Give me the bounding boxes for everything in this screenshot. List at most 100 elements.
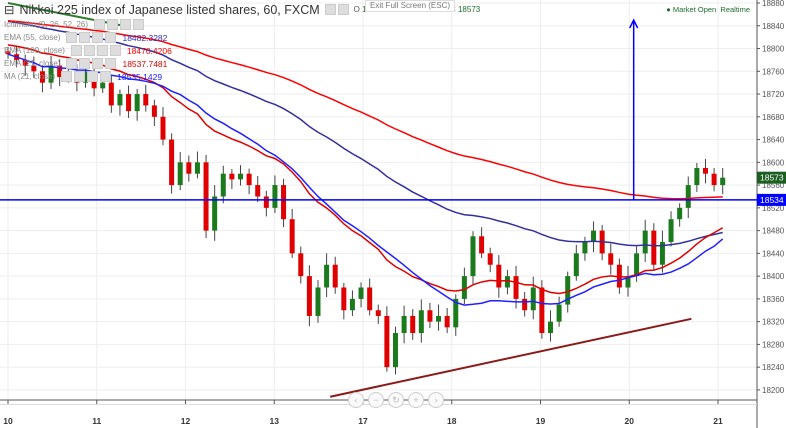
indicator-value: 18482.3282: [122, 32, 168, 43]
x-tick-label: 17: [358, 416, 368, 426]
candle-body: [711, 173, 717, 186]
candle-body: [522, 298, 528, 311]
candle-body: [194, 162, 200, 174]
scroll-right-button[interactable]: ›: [428, 392, 444, 408]
candle-body: [160, 116, 166, 140]
candle-body: [444, 315, 450, 328]
indicator-row[interactable]: Ichimoku (9, 26, 52, 26): [4, 19, 480, 30]
zoom-out-button[interactable]: −: [368, 392, 384, 408]
candle-body: [82, 71, 88, 83]
indicator-value: 18470.4206: [126, 45, 172, 56]
y-tick-label: 18360: [762, 295, 785, 304]
y-tick-label: 18520: [762, 204, 785, 213]
candle-body: [5, 51, 11, 55]
indicator-row[interactable]: MA (21, close) 18535.1429: [4, 71, 480, 82]
candle-body: [591, 230, 597, 242]
y-tick-label: 18400: [762, 272, 785, 281]
collapse-icon[interactable]: ⊟: [4, 3, 15, 17]
scroll-left-button[interactable]: ‹: [348, 392, 364, 408]
indicator-buttons[interactable]: [94, 19, 145, 30]
y-tick-label: 18880: [762, 0, 785, 8]
candle-body: [453, 298, 459, 328]
candle-body: [539, 287, 545, 334]
indicator-buttons[interactable]: [66, 32, 117, 43]
candle-body: [410, 315, 416, 334]
chart-navigation: ‹ − ↻ + ›: [348, 392, 444, 408]
indicator-value: 18537.7481: [122, 58, 168, 69]
candle-body: [582, 241, 588, 254]
level-price-label-bg: [757, 193, 786, 206]
candle-body: [332, 264, 338, 288]
candle-body: [677, 207, 683, 220]
candle-body: [496, 264, 502, 288]
candle-body: [401, 315, 407, 334]
candle-body: [212, 196, 218, 231]
ema-100-line: [7, 19, 723, 200]
y-tick-label: 18800: [762, 45, 785, 54]
indicator-name: EMA (21, close): [4, 59, 61, 68]
candle-body: [324, 264, 330, 288]
exit-fullscreen-button[interactable]: Exit Full Screen (ESC): [365, 0, 456, 12]
candle-body: [384, 315, 390, 368]
x-tick-label: 20: [625, 416, 635, 426]
candle-body: [281, 185, 287, 220]
y-tick-label: 18840: [762, 22, 785, 31]
candle-body: [349, 298, 355, 311]
candle-body: [117, 94, 123, 106]
y-tick-label: 18560: [762, 181, 785, 190]
indicator-name: EMA (55, close): [4, 33, 61, 42]
indicator-name: MA (21, close): [4, 72, 56, 81]
candle-body: [289, 219, 295, 254]
candle-body: [126, 94, 132, 112]
candle-body: [513, 276, 519, 299]
ema-55-line: [7, 20, 723, 247]
candle-body: [720, 177, 726, 186]
x-tick-label: 18: [447, 416, 457, 426]
candle-body: [427, 310, 433, 322]
candle-body: [220, 173, 226, 197]
candle-body: [186, 162, 192, 174]
candle-body: [306, 276, 312, 316]
candle-body: [436, 315, 442, 322]
indicator-buttons[interactable]: [61, 71, 112, 82]
candle-body: [358, 287, 364, 299]
market-status: ● Market Open Realtime: [666, 5, 750, 14]
indicator-row[interactable]: EMA (21, close) 18537.7481: [4, 58, 480, 69]
candle-body: [634, 253, 640, 277]
y-tick-label: 18680: [762, 113, 785, 122]
candle-body: [642, 230, 648, 254]
candle-body: [31, 65, 37, 72]
candle-body: [461, 276, 467, 299]
candle-body: [616, 264, 622, 288]
x-tick-label: 19: [536, 416, 546, 426]
y-tick-label: 18200: [762, 386, 785, 395]
candle-body: [504, 276, 510, 288]
candle-body: [375, 310, 381, 316]
indicator-name: Ichimoku (9, 26, 52, 26): [4, 20, 89, 29]
reset-button[interactable]: ↻: [388, 392, 404, 408]
candle-body: [108, 82, 114, 106]
candle-body: [608, 253, 614, 265]
candle-body: [487, 253, 493, 265]
series-buttons[interactable]: [324, 4, 349, 15]
y-tick-label: 18600: [762, 158, 785, 167]
y-tick-label: 18640: [762, 136, 785, 145]
last-price-label: 18573: [760, 173, 784, 183]
zoom-in-button[interactable]: +: [408, 392, 424, 408]
indicator-buttons[interactable]: [66, 58, 117, 69]
x-tick-label: 11: [92, 416, 101, 426]
x-tick-label: 12: [181, 416, 191, 426]
candle-body: [272, 185, 278, 208]
candle-body: [547, 321, 553, 334]
indicator-row[interactable]: EMA (100, close) 18470.4206: [4, 45, 480, 56]
indicator-row[interactable]: EMA (55, close) 18482.3282: [4, 32, 480, 43]
x-tick-label: 21: [713, 416, 723, 426]
indicator-buttons[interactable]: [70, 45, 121, 56]
indicator-value: 18535.1429: [117, 71, 163, 82]
candle-body: [169, 139, 175, 186]
y-tick-label: 18440: [762, 249, 785, 258]
candle-body: [556, 304, 562, 322]
level-price-label: 18534: [760, 195, 784, 205]
ma-21-line: [7, 53, 724, 306]
